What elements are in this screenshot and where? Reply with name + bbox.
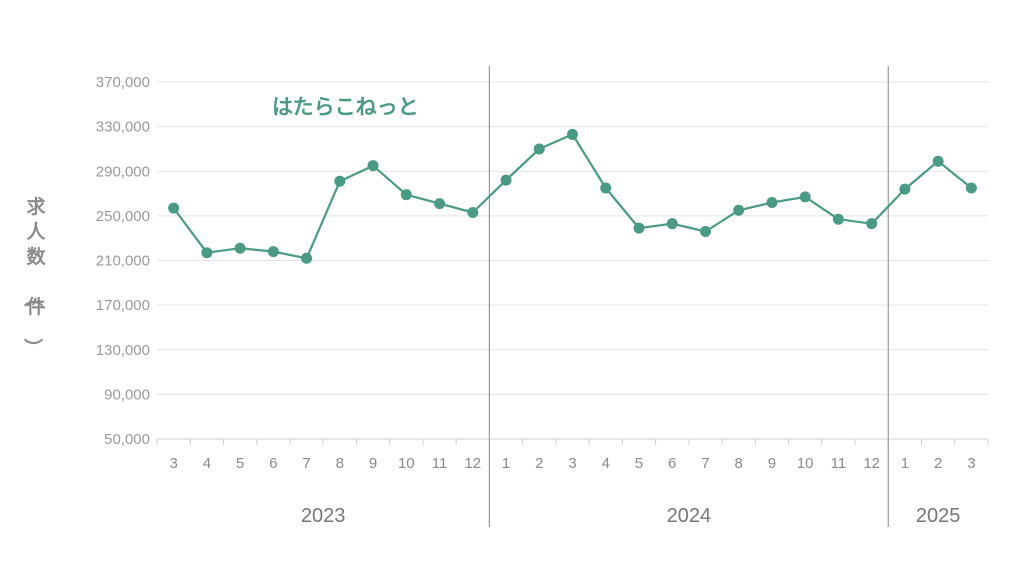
data-point — [899, 183, 911, 195]
data-point — [567, 128, 578, 140]
x-tick-label: 9 — [768, 455, 776, 472]
x-tick-label: 11 — [831, 455, 847, 472]
y-tick-label: 90,000 — [104, 386, 150, 403]
x-tick-label: 3 — [169, 455, 177, 472]
y-axis-ticks: 50,000 90,000 130,000 170,000 210,000 250,000… — [96, 74, 150, 448]
x-tick-label: 12 — [464, 455, 481, 472]
x-tick-label: 4 — [602, 455, 610, 472]
data-point — [799, 191, 811, 203]
x-tick-label: 2 — [535, 455, 543, 472]
y-tick-label: 290,000 — [96, 163, 150, 180]
year-labels: 2023 2024 2025 — [301, 505, 960, 527]
data-point — [367, 160, 379, 172]
year-label: 2024 — [667, 505, 712, 527]
y-axis-label-char: 数 — [26, 245, 46, 268]
data-point — [965, 182, 977, 194]
data-point — [633, 222, 645, 234]
x-tick-label: 8 — [336, 455, 344, 472]
x-axis-ticks: 3 4 5 6 7 8 9 10 11 12 1 2 3 4 5 6 7 8 9 10 11 12 1 2 3 — [169, 455, 975, 472]
data-point — [666, 218, 678, 230]
series-line — [172, 133, 973, 260]
data-point — [301, 252, 313, 264]
y-tick-label: 330,000 — [96, 119, 150, 136]
y-axis-label-char: 人 — [26, 221, 46, 243]
data-point — [533, 143, 545, 155]
data-point — [733, 204, 745, 216]
data-point — [201, 247, 213, 259]
data-point — [334, 175, 346, 187]
gridlines — [156, 81, 989, 445]
data-point — [932, 155, 944, 167]
x-tick-label: 1 — [901, 455, 909, 472]
y-tick-label: 50,000 — [104, 431, 150, 448]
x-tick-label: 5 — [236, 455, 244, 472]
year-dividers — [488, 66, 889, 527]
x-tick-label: 7 — [302, 455, 310, 472]
y-tick-label: 170,000 — [96, 297, 150, 314]
data-point — [267, 246, 279, 258]
y-axis-label-char: ） — [21, 338, 44, 357]
x-tick-label: 3 — [967, 455, 975, 472]
data-point — [434, 198, 446, 210]
data-point — [168, 202, 180, 214]
x-tick-label: 3 — [568, 455, 576, 472]
x-tick-label: 4 — [203, 455, 211, 472]
data-point — [699, 225, 711, 237]
x-tick-label: 6 — [269, 455, 277, 472]
x-tick-label: 2 — [934, 455, 942, 472]
y-axis-label-char: 求 — [26, 195, 46, 218]
x-tick-label: 11 — [432, 455, 448, 472]
data-point — [766, 196, 778, 208]
data-point — [866, 218, 878, 230]
series-group — [168, 128, 977, 264]
year-label: 2023 — [301, 505, 346, 527]
data-point — [600, 182, 612, 194]
data-point — [832, 213, 844, 225]
y-tick-label: 250,000 — [96, 208, 150, 225]
data-point — [500, 174, 512, 186]
data-point — [467, 207, 479, 219]
y-axis-label-char: （ — [21, 288, 44, 307]
x-tick-label: 8 — [735, 455, 743, 472]
series-label: はたらこねっと — [272, 95, 419, 119]
x-tick-label: 12 — [863, 455, 880, 472]
x-tick-label: 9 — [369, 455, 377, 472]
data-point — [234, 242, 246, 254]
x-tick-label: 10 — [797, 455, 814, 472]
y-tick-label: 370,000 — [96, 74, 150, 91]
x-tick-label: 10 — [398, 455, 415, 472]
year-label: 2025 — [916, 505, 961, 527]
y-tick-label: 130,000 — [96, 342, 150, 359]
y-tick-label: 210,000 — [96, 253, 150, 270]
x-tick-label: 7 — [701, 455, 709, 472]
y-axis-label: 求人数 （件 ） — [21, 195, 46, 357]
x-tick-label: 6 — [668, 455, 676, 472]
x-tick-label: 5 — [635, 455, 643, 472]
x-tick-label: 1 — [502, 455, 510, 472]
data-point — [400, 189, 412, 201]
y-axis-label-char: 件 — [26, 295, 45, 318]
